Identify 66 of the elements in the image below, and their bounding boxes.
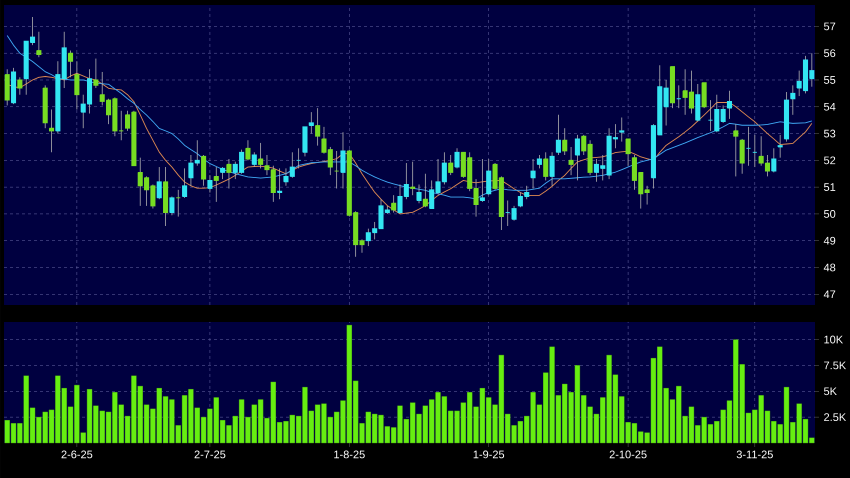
candlestick	[93, 58, 98, 88]
candlestick	[252, 152, 257, 168]
candlestick	[550, 152, 555, 186]
candlestick	[480, 158, 485, 202]
y-tick-label: 10K	[824, 336, 843, 344]
candlestick	[543, 152, 548, 181]
x-tick-label: 2-7-25	[194, 450, 226, 458]
candlestick	[619, 117, 624, 142]
candlestick	[771, 148, 776, 173]
candlestick	[574, 134, 580, 181]
candlestick	[36, 31, 42, 58]
candlestick	[74, 60, 80, 110]
candlestick	[214, 166, 219, 202]
candlestick	[391, 194, 396, 213]
x-tick-label: 3-11-25	[736, 450, 773, 458]
y-tick-label: 51	[824, 183, 836, 191]
y-tick-label: 50	[824, 210, 836, 218]
candlestick	[340, 132, 346, 189]
candlestick	[486, 158, 492, 196]
y-tick-label: 52	[824, 156, 836, 164]
candlestick	[410, 161, 416, 196]
candlestick	[68, 50, 74, 78]
y-tick-label: 55	[824, 76, 836, 84]
candlestick	[245, 140, 250, 161]
candlestick	[626, 138, 631, 166]
candlestick	[48, 109, 54, 153]
candlestick	[448, 154, 454, 176]
y-tick-label: 49	[824, 236, 836, 245]
candlestick	[740, 138, 745, 174]
candlestick	[568, 146, 574, 176]
candlestick	[182, 168, 188, 198]
y-tick-label: 54	[824, 102, 836, 111]
y-tick-label: 7.5K	[824, 362, 846, 370]
candlestick	[17, 76, 22, 96]
x-tick-label: 1-8-25	[334, 450, 365, 458]
candlestick	[454, 148, 460, 169]
candlestick	[315, 108, 320, 146]
candlestick	[207, 174, 212, 193]
candlestick	[277, 168, 282, 200]
y-tick-label: 53	[824, 130, 836, 138]
y-tick-label: 56	[824, 49, 836, 58]
y-tick-label: 47	[824, 290, 836, 298]
candlestick	[220, 166, 226, 180]
candlestick	[156, 166, 162, 200]
candlestick	[169, 196, 174, 216]
candlestick	[556, 114, 561, 156]
candlestick	[790, 84, 796, 116]
candlestick	[258, 142, 264, 169]
y-tick-label: 2.5K	[824, 413, 846, 422]
candlestick	[422, 173, 428, 208]
x-tick-label: 1-9-25	[474, 450, 504, 458]
candlestick	[416, 184, 422, 204]
candlestick	[733, 124, 738, 177]
candlestick	[562, 128, 568, 156]
y-tick-label: 5K	[824, 387, 837, 396]
candlestick	[201, 154, 206, 186]
candlestick	[530, 158, 536, 189]
candlestick	[226, 158, 232, 189]
candlestick	[726, 90, 732, 120]
x-tick-label: 2-6-25	[62, 450, 92, 458]
candlestick	[308, 112, 314, 134]
candlestick	[778, 134, 783, 158]
y-tick-label: 48	[824, 264, 836, 272]
candlestick	[536, 154, 542, 169]
y-tick-label: 57	[824, 22, 836, 30]
x-tick-label: 2-10-25	[610, 450, 647, 458]
